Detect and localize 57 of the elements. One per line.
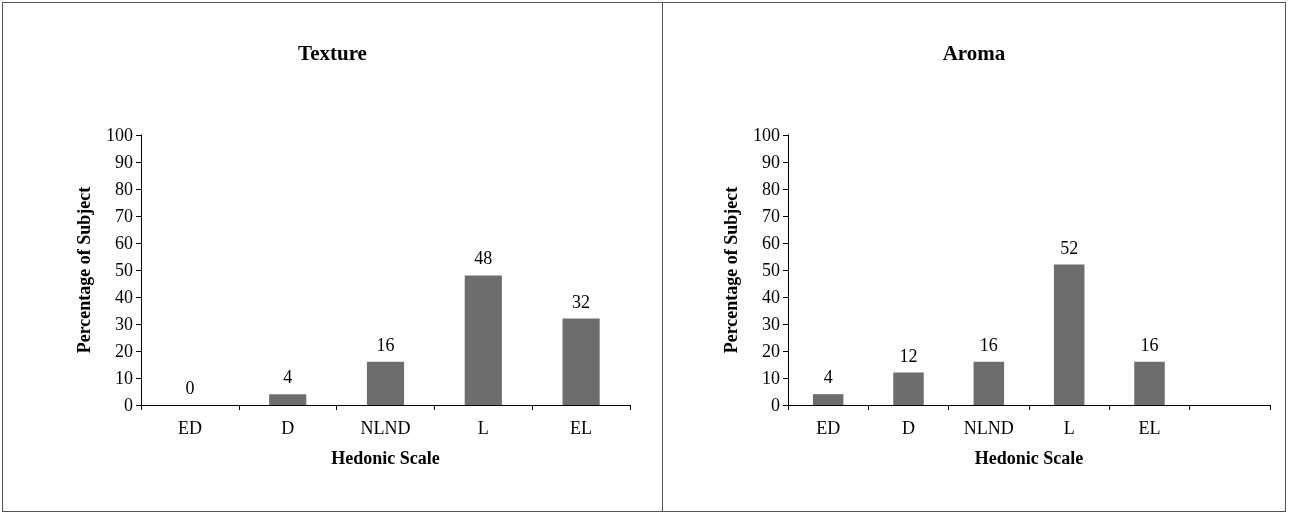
data-label: 32 [572, 291, 591, 312]
data-label: 12 [899, 345, 918, 366]
y-axis-title: Percentage of Subject [721, 186, 741, 354]
data-label: 16 [376, 334, 395, 355]
x-tick-label: L [477, 418, 489, 438]
chart-title: Aroma [942, 40, 1006, 65]
y-tick-label: 100 [106, 125, 133, 145]
y-tick-label: 0 [771, 395, 780, 415]
data-label: 4 [283, 367, 293, 388]
y-tick-label: 70 [762, 206, 780, 226]
x-tick-label: NLND [360, 418, 411, 438]
bar [562, 318, 600, 405]
x-axis-title: Hedonic Scale [331, 448, 440, 468]
bar [893, 372, 924, 405]
y-tick-label: 60 [115, 233, 133, 253]
x-tick-label: L [1063, 418, 1075, 438]
y-tick-label: 30 [762, 314, 780, 334]
x-tick-label: D [902, 418, 915, 438]
x-axis-title: Hedonic Scale [974, 448, 1084, 468]
y-tick-label: 30 [115, 314, 133, 334]
y-tick-label: 90 [762, 152, 780, 172]
y-tick-label: 60 [762, 233, 780, 253]
y-tick-label: 50 [762, 260, 780, 280]
bar [973, 361, 1005, 405]
x-tick-label: EL [1138, 418, 1161, 438]
bar [1053, 264, 1085, 405]
data-label: 16 [1140, 334, 1159, 355]
y-tick-label: 90 [115, 152, 133, 172]
data-label: 48 [474, 248, 493, 269]
bar [1134, 361, 1165, 405]
y-tick-label: 100 [753, 125, 780, 145]
y-tick-label: 50 [115, 260, 133, 280]
y-tick-label: 80 [762, 179, 780, 199]
data-label: 0 [185, 378, 195, 398]
bar [269, 394, 307, 405]
y-tick-label: 10 [762, 368, 780, 388]
data-label: 4 [823, 367, 833, 388]
x-tick-label: D [281, 418, 295, 438]
y-tick-label: 40 [762, 287, 780, 307]
y-tick-label: 10 [115, 368, 133, 388]
y-tick-label: 40 [115, 287, 133, 307]
chart-title: Texture [298, 40, 367, 65]
x-tick-label: NLND [963, 418, 1014, 438]
bar [812, 394, 844, 405]
y-tick-label: 80 [115, 179, 133, 199]
y-tick-label: 20 [762, 341, 780, 361]
y-tick-label: 0 [124, 395, 133, 415]
x-tick-label: EL [570, 418, 593, 438]
y-axis-title: Percentage of Subject [74, 186, 94, 354]
y-tick-label: 70 [115, 206, 133, 226]
data-label: 52 [1060, 237, 1079, 258]
bar [464, 275, 502, 405]
y-tick-label: 20 [115, 341, 133, 361]
x-tick-label: ED [816, 418, 841, 438]
data-label: 16 [979, 334, 998, 355]
x-tick-label: ED [177, 418, 202, 438]
bar [366, 361, 405, 405]
